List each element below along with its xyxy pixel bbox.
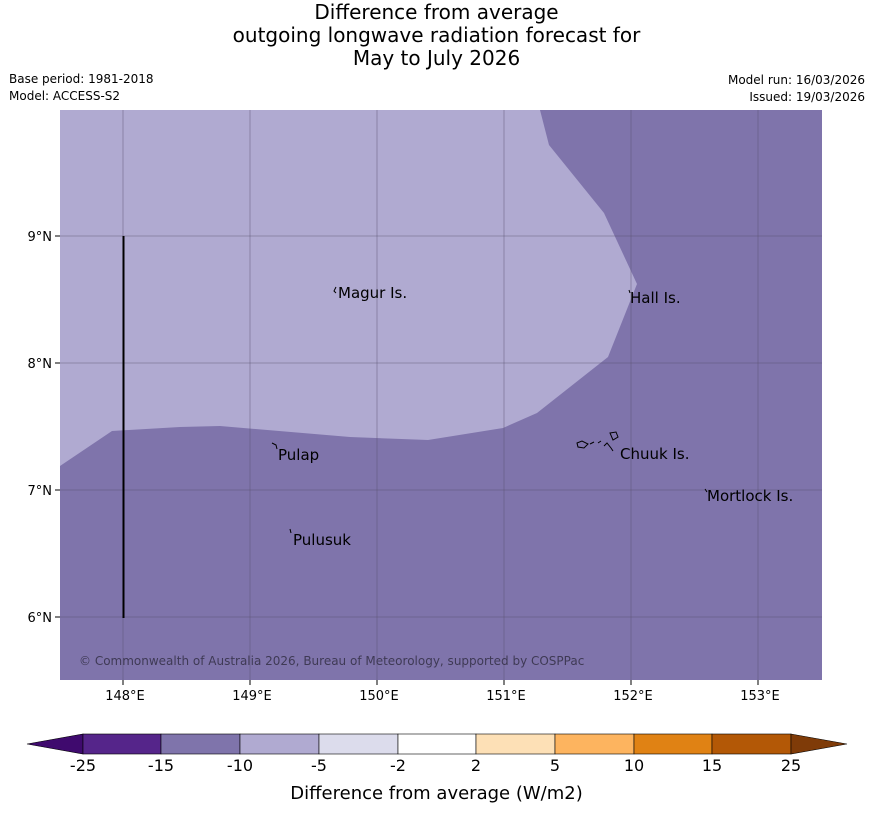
- lat-label: 7°N: [28, 484, 53, 499]
- lon-label: 149°E: [232, 689, 272, 704]
- lon-label: 153°E: [740, 689, 780, 704]
- colorbar-tick-label: -25: [69, 756, 97, 775]
- lon-label: 152°E: [613, 689, 653, 704]
- colorbar-tick-label: 10: [623, 756, 645, 775]
- hall-island: [628, 289, 631, 294]
- place-labels: Magur Is. Hall Is. Pulap Chuuk Is. Mortl…: [278, 284, 793, 549]
- place-label-pulusuk: Pulusuk: [293, 531, 351, 549]
- colorbar-tick-label: -2: [390, 756, 406, 775]
- colorbar-segment: [711, 733, 792, 755]
- meta-right: Model run: 16/03/2026 Issued: 19/03/2026: [728, 72, 865, 106]
- colorbar-tick-label: 25: [780, 756, 802, 775]
- pulusuk-island: [289, 528, 292, 534]
- lon-label: 148°E: [105, 689, 145, 704]
- lat-label: 9°N: [28, 230, 53, 245]
- islands: [271, 286, 708, 534]
- base-period: Base period: 1981-2018: [9, 72, 154, 86]
- title-line-1: Difference from average: [314, 0, 559, 24]
- lat-axis: 9°N 8°N 7°N 6°N: [28, 230, 60, 626]
- lon-label: 150°E: [359, 689, 399, 704]
- mortlock-island: [704, 488, 708, 493]
- colorbar-tick-label: 2: [470, 756, 482, 775]
- lon-label: 151°E: [486, 689, 526, 704]
- colorbar-segment: [82, 733, 162, 755]
- colorbar-segment: [397, 733, 477, 755]
- issued-date: Issued: 19/03/2026: [749, 90, 865, 104]
- title-line-2: outgoing longwave radiation forecast for: [232, 23, 641, 47]
- colorbar: [26, 733, 848, 755]
- colorbar-tick-label: 5: [549, 756, 561, 775]
- lon-axis: 148°E 149°E 150°E 151°E 152°E 153°E: [105, 680, 780, 704]
- place-label-mortlock: Mortlock Is.: [707, 487, 793, 505]
- colorbar-tick-label: -15: [147, 756, 175, 775]
- colorbar-extend-max: [790, 733, 848, 755]
- colorbar-extend-min: [26, 733, 84, 755]
- copyright-notice: © Commonwealth of Australia 2026, Bureau…: [79, 654, 584, 668]
- colorbar-tick-label: 15: [701, 756, 723, 775]
- colorbar-segment: [318, 733, 399, 755]
- place-label-magur: Magur Is.: [338, 284, 407, 302]
- colorbar-title: Difference from average (W/m2): [290, 783, 583, 804]
- colorbar-segment: [475, 733, 556, 755]
- colorbar-segment: [239, 733, 320, 755]
- map-title: Difference from average outgoing longwav…: [0, 1, 873, 70]
- colorbar-segment: [160, 733, 241, 755]
- meta-left: Base period: 1981-2018 Model: ACCESS-S2: [9, 71, 154, 105]
- anomaly-region-light: [60, 110, 637, 466]
- place-label-pulap: Pulap: [278, 446, 319, 464]
- place-label-chuuk: Chuuk Is.: [620, 445, 689, 463]
- chuuk-lagoon: [576, 431, 619, 452]
- model-run: Model run: 16/03/2026: [727, 73, 865, 87]
- place-label-hall: Hall Is.: [630, 289, 681, 307]
- model-name: Model: ACCESS-S2: [9, 89, 121, 103]
- title-line-3: May to July 2026: [352, 46, 521, 70]
- colorbar-tick-label: -5: [311, 756, 327, 775]
- graticule: [60, 110, 822, 680]
- colorbar-tick-label: -10: [226, 756, 254, 775]
- lat-label: 6°N: [28, 611, 53, 626]
- colorbar-segment: [554, 733, 635, 755]
- lat-label: 8°N: [28, 357, 53, 372]
- colorbar-segment: [633, 733, 713, 755]
- magur-island: [333, 286, 337, 294]
- pulap-island: [271, 442, 278, 450]
